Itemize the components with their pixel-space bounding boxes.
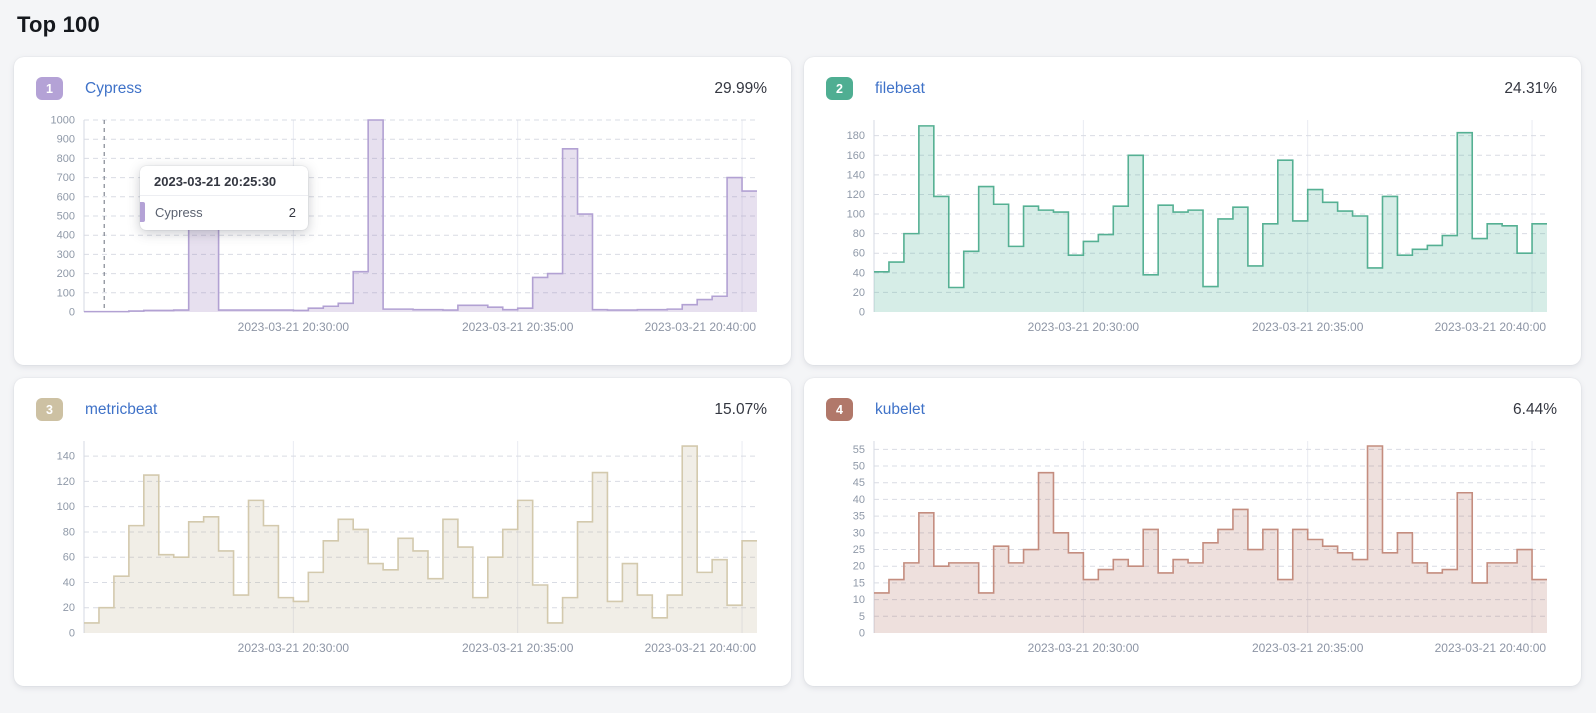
step-area-chart-filebeat[interactable]: 0 20 40 60 80 100 120 140 160 180 2023-03-21 20:30… — [826, 112, 1557, 340]
svg-text:100: 100 — [57, 287, 75, 299]
svg-text:2023-03-21 20:40:00: 2023-03-21 20:40:00 — [1435, 641, 1547, 655]
svg-text:10: 10 — [853, 594, 865, 606]
svg-text:500: 500 — [57, 211, 75, 223]
svg-text:2023-03-21 20:40:00: 2023-03-21 20:40:00 — [645, 641, 757, 655]
svg-text:50: 50 — [853, 461, 865, 473]
svg-text:2023-03-21 20:30:00: 2023-03-21 20:30:00 — [1028, 320, 1140, 334]
svg-text:0: 0 — [859, 307, 865, 319]
svg-text:2023-03-21 20:30:00: 2023-03-21 20:30:00 — [238, 641, 350, 655]
svg-text:80: 80 — [63, 526, 75, 538]
svg-text:40: 40 — [853, 494, 865, 506]
card-header: 1 Cypress 29.99% — [36, 77, 767, 100]
series-link-filebeat[interactable]: filebeat — [875, 79, 925, 97]
series-color-swatch — [140, 202, 145, 222]
svg-text:20: 20 — [853, 287, 865, 299]
svg-text:2023-03-21 20:35:00: 2023-03-21 20:35:00 — [462, 320, 574, 334]
chart-svg: 0 20 40 60 80 100 120 140 160 180 2023-03-21 20:30… — [847, 120, 1547, 334]
chart-svg: 0 100 200 300 400 500 600 700 800 900 1000 2023-03-… — [51, 115, 757, 334]
rank-badge: 2 — [826, 77, 853, 100]
tooltip-timestamp: 2023-03-21 20:25:30 — [154, 174, 277, 189]
chart-svg: 0 5 10 15 20 25 30 35 40 45 50 55 2023-03-21 20:30:0… — [853, 441, 1547, 655]
svg-text:2023-03-21 20:40:00: 2023-03-21 20:40:00 — [1435, 320, 1547, 334]
percentage-value: 15.07% — [714, 400, 767, 418]
svg-text:140: 140 — [847, 169, 865, 181]
svg-text:2023-03-21 20:35:00: 2023-03-21 20:35:00 — [462, 641, 574, 655]
svg-text:600: 600 — [57, 191, 75, 203]
tooltip-series-name: Cypress — [155, 204, 203, 220]
percentage-value: 6.44% — [1513, 400, 1557, 418]
step-area-chart-metricbeat[interactable]: 0 20 40 60 80 100 120 140 2023-03-21 20:30:00 202… — [36, 433, 767, 661]
svg-text:120: 120 — [57, 476, 75, 488]
svg-text:100: 100 — [57, 501, 75, 513]
svg-text:2023-03-21 20:30:00: 2023-03-21 20:30:00 — [1028, 641, 1140, 655]
page-title: Top 100 — [17, 12, 100, 37]
step-area-chart-cypress[interactable]: 0 100 200 300 400 500 600 700 800 900 1000 2023-03-… — [36, 112, 767, 340]
svg-text:800: 800 — [57, 153, 75, 165]
svg-text:30: 30 — [853, 527, 865, 539]
svg-text:80: 80 — [853, 228, 865, 240]
svg-text:25: 25 — [853, 544, 865, 556]
svg-text:300: 300 — [57, 249, 75, 261]
card-header: 3 metricbeat 15.07% — [36, 398, 767, 421]
svg-text:5: 5 — [859, 611, 865, 623]
chart-card-kubelet: 4 kubelet 6.44% 0 5 10 15 20 25 30 35 40 45 50 55 20… — [804, 378, 1581, 686]
svg-text:0: 0 — [69, 628, 75, 640]
chart-card-metricbeat: 3 metricbeat 15.07% 0 20 40 60 80 100 120 140 20… — [14, 378, 791, 686]
svg-text:2023-03-21 20:35:00: 2023-03-21 20:35:00 — [1252, 320, 1364, 334]
svg-text:160: 160 — [847, 150, 865, 162]
svg-text:100: 100 — [847, 209, 865, 221]
percentage-value: 29.99% — [714, 79, 767, 97]
svg-text:0: 0 — [859, 628, 865, 640]
dashboard-grid: 1 Cypress 29.99% 0 100 200 300 400 500 600 700 8… — [0, 38, 1596, 701]
card-header: 4 kubelet 6.44% — [826, 398, 1557, 421]
svg-text:40: 40 — [853, 267, 865, 279]
svg-text:0: 0 — [69, 307, 75, 319]
svg-text:40: 40 — [63, 577, 75, 589]
svg-text:2023-03-21 20:40:00: 2023-03-21 20:40:00 — [645, 320, 757, 334]
chart-svg: 0 20 40 60 80 100 120 140 2023-03-21 20:30:00 202… — [57, 441, 757, 655]
svg-text:60: 60 — [853, 248, 865, 260]
series-link-cypress[interactable]: Cypress — [85, 79, 142, 97]
svg-text:2023-03-21 20:35:00: 2023-03-21 20:35:00 — [1252, 641, 1364, 655]
svg-text:180: 180 — [847, 130, 865, 142]
chart-card-filebeat: 2 filebeat 24.31% 0 20 40 60 80 100 120 140 160 1… — [804, 57, 1581, 365]
svg-text:900: 900 — [57, 134, 75, 146]
svg-text:20: 20 — [63, 602, 75, 614]
svg-text:200: 200 — [57, 268, 75, 280]
chart-card-cypress: 1 Cypress 29.99% 0 100 200 300 400 500 600 700 8… — [14, 57, 791, 365]
svg-text:400: 400 — [57, 230, 75, 242]
percentage-value: 24.31% — [1504, 79, 1557, 97]
svg-text:1000: 1000 — [51, 115, 75, 127]
svg-text:45: 45 — [853, 477, 865, 489]
svg-text:140: 140 — [57, 451, 75, 463]
svg-text:700: 700 — [57, 172, 75, 184]
svg-text:2023-03-21 20:30:00: 2023-03-21 20:30:00 — [238, 320, 350, 334]
rank-badge: 1 — [36, 77, 63, 100]
rank-badge: 3 — [36, 398, 63, 421]
chart-tooltip: 2023-03-21 20:25:30 Cypress 2 — [140, 166, 308, 230]
series-link-kubelet[interactable]: kubelet — [875, 400, 925, 418]
svg-text:15: 15 — [853, 577, 865, 589]
tooltip-row: Cypress 2 — [140, 196, 308, 230]
svg-text:20: 20 — [853, 561, 865, 573]
svg-text:120: 120 — [847, 189, 865, 201]
tooltip-series-value: 2 — [288, 204, 296, 220]
svg-text:55: 55 — [853, 444, 865, 456]
svg-text:60: 60 — [63, 552, 75, 564]
rank-badge: 4 — [826, 398, 853, 421]
tooltip-divider — [140, 195, 308, 196]
card-header: 2 filebeat 24.31% — [826, 77, 1557, 100]
svg-text:35: 35 — [853, 511, 865, 523]
series-link-metricbeat[interactable]: metricbeat — [85, 400, 158, 418]
step-area-chart-kubelet[interactable]: 0 5 10 15 20 25 30 35 40 45 50 55 2023-03-21 20:30:0… — [826, 433, 1557, 661]
